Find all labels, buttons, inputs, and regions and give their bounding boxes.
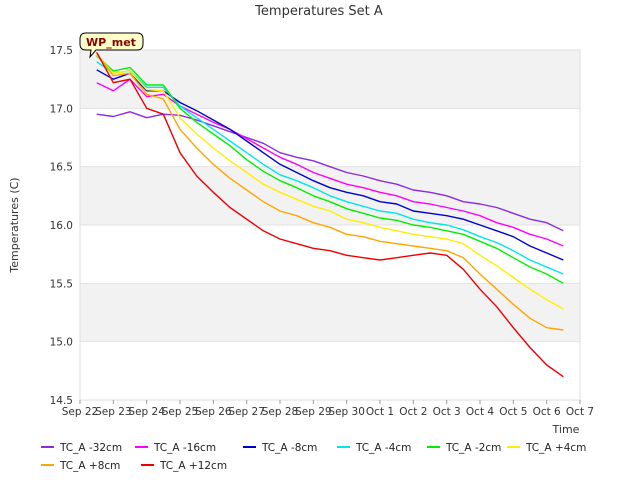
y-tick-label: 17.5	[50, 45, 73, 57]
x-tick-label: Sep 26	[195, 406, 232, 418]
legend-item[interactable]: TC_A +12cm	[141, 460, 227, 472]
x-tick-label: Sep 30	[328, 406, 365, 418]
x-tick-label: Sep 27	[228, 406, 265, 418]
series-line-5	[96, 55, 564, 284]
x-tick-label: Oct 5	[499, 406, 527, 418]
series-line-7	[96, 53, 564, 331]
y-tick-label: 15.0	[50, 337, 73, 349]
y-tick-label: 16.0	[50, 220, 73, 232]
series-lines	[96, 51, 564, 378]
y-tick-label: 17.0	[50, 103, 73, 115]
x-tick-label: Sep 24	[128, 406, 165, 418]
y-tick-label: 14.5	[50, 395, 73, 407]
y-axis-title: Temperatures (C)	[8, 177, 21, 273]
legend-label: TC_A +12cm	[159, 460, 227, 472]
legend-item[interactable]: TC_A -8cm	[243, 442, 317, 454]
legend-item[interactable]: TC_A +8cm	[41, 460, 120, 472]
grid-band	[80, 283, 580, 342]
x-tick-label: Sep 23	[95, 406, 132, 418]
legend-label: TC_A -32cm	[59, 442, 122, 454]
legend-label: TC_A -2cm	[445, 442, 501, 454]
x-tick-label: Oct 3	[433, 406, 461, 418]
x-tick-label: Sep 29	[295, 406, 332, 418]
legend[interactable]: TC_A -32cm TC_A -16cm TC_A -8cm TC_A -4cm TC…	[41, 442, 586, 472]
series-line-2	[96, 78, 564, 247]
x-tick-label: Oct 4	[466, 406, 494, 418]
x-tick-label: Sep 22	[62, 406, 99, 418]
legend-label: TC_A -4cm	[355, 442, 411, 454]
station-badge: WP_met	[79, 32, 144, 59]
grid-band	[80, 50, 580, 109]
y-tick-label: 15.5	[50, 278, 73, 290]
x-tick-label: Sep 25	[162, 406, 199, 418]
plot-border	[79, 49, 581, 401]
legend-label: TC_A +4cm	[525, 442, 586, 454]
x-tick-label: Sep 28	[262, 406, 299, 418]
legend-item[interactable]: TC_A -4cm	[337, 442, 411, 454]
y-tick-label: 16.5	[50, 162, 73, 174]
x-tick-label: Oct 6	[533, 406, 561, 418]
x-tick-label: Oct 2	[399, 406, 427, 418]
legend-item[interactable]: TC_A +4cm	[507, 442, 586, 454]
series-line-8	[96, 51, 564, 378]
legend-item[interactable]: TC_A -32cm	[41, 442, 122, 454]
x-tick-label: Oct 7	[566, 406, 594, 418]
x-axis-title: Time	[552, 423, 580, 436]
series-line-6	[96, 54, 564, 310]
badge-callout-shape	[79, 32, 144, 59]
legend-item[interactable]: TC_A -2cm	[427, 442, 501, 454]
series-line-3	[96, 69, 564, 261]
plot-area	[79, 49, 581, 401]
x-tick-label: Oct 1	[366, 406, 394, 418]
legend-label: TC_A -16cm	[153, 442, 216, 454]
legend-label: TC_A -8cm	[261, 442, 317, 454]
chart-title: Temperatures Set A	[254, 4, 383, 19]
legend-item[interactable]: TC_A -16cm	[135, 442, 216, 454]
legend-label: TC_A +8cm	[59, 460, 120, 472]
y-axis: 14.5 15.0 15.5 16.0 16.5 17.0 17.5	[50, 45, 73, 407]
series-line-1	[96, 111, 564, 232]
badge-label: WP_met	[86, 36, 136, 49]
